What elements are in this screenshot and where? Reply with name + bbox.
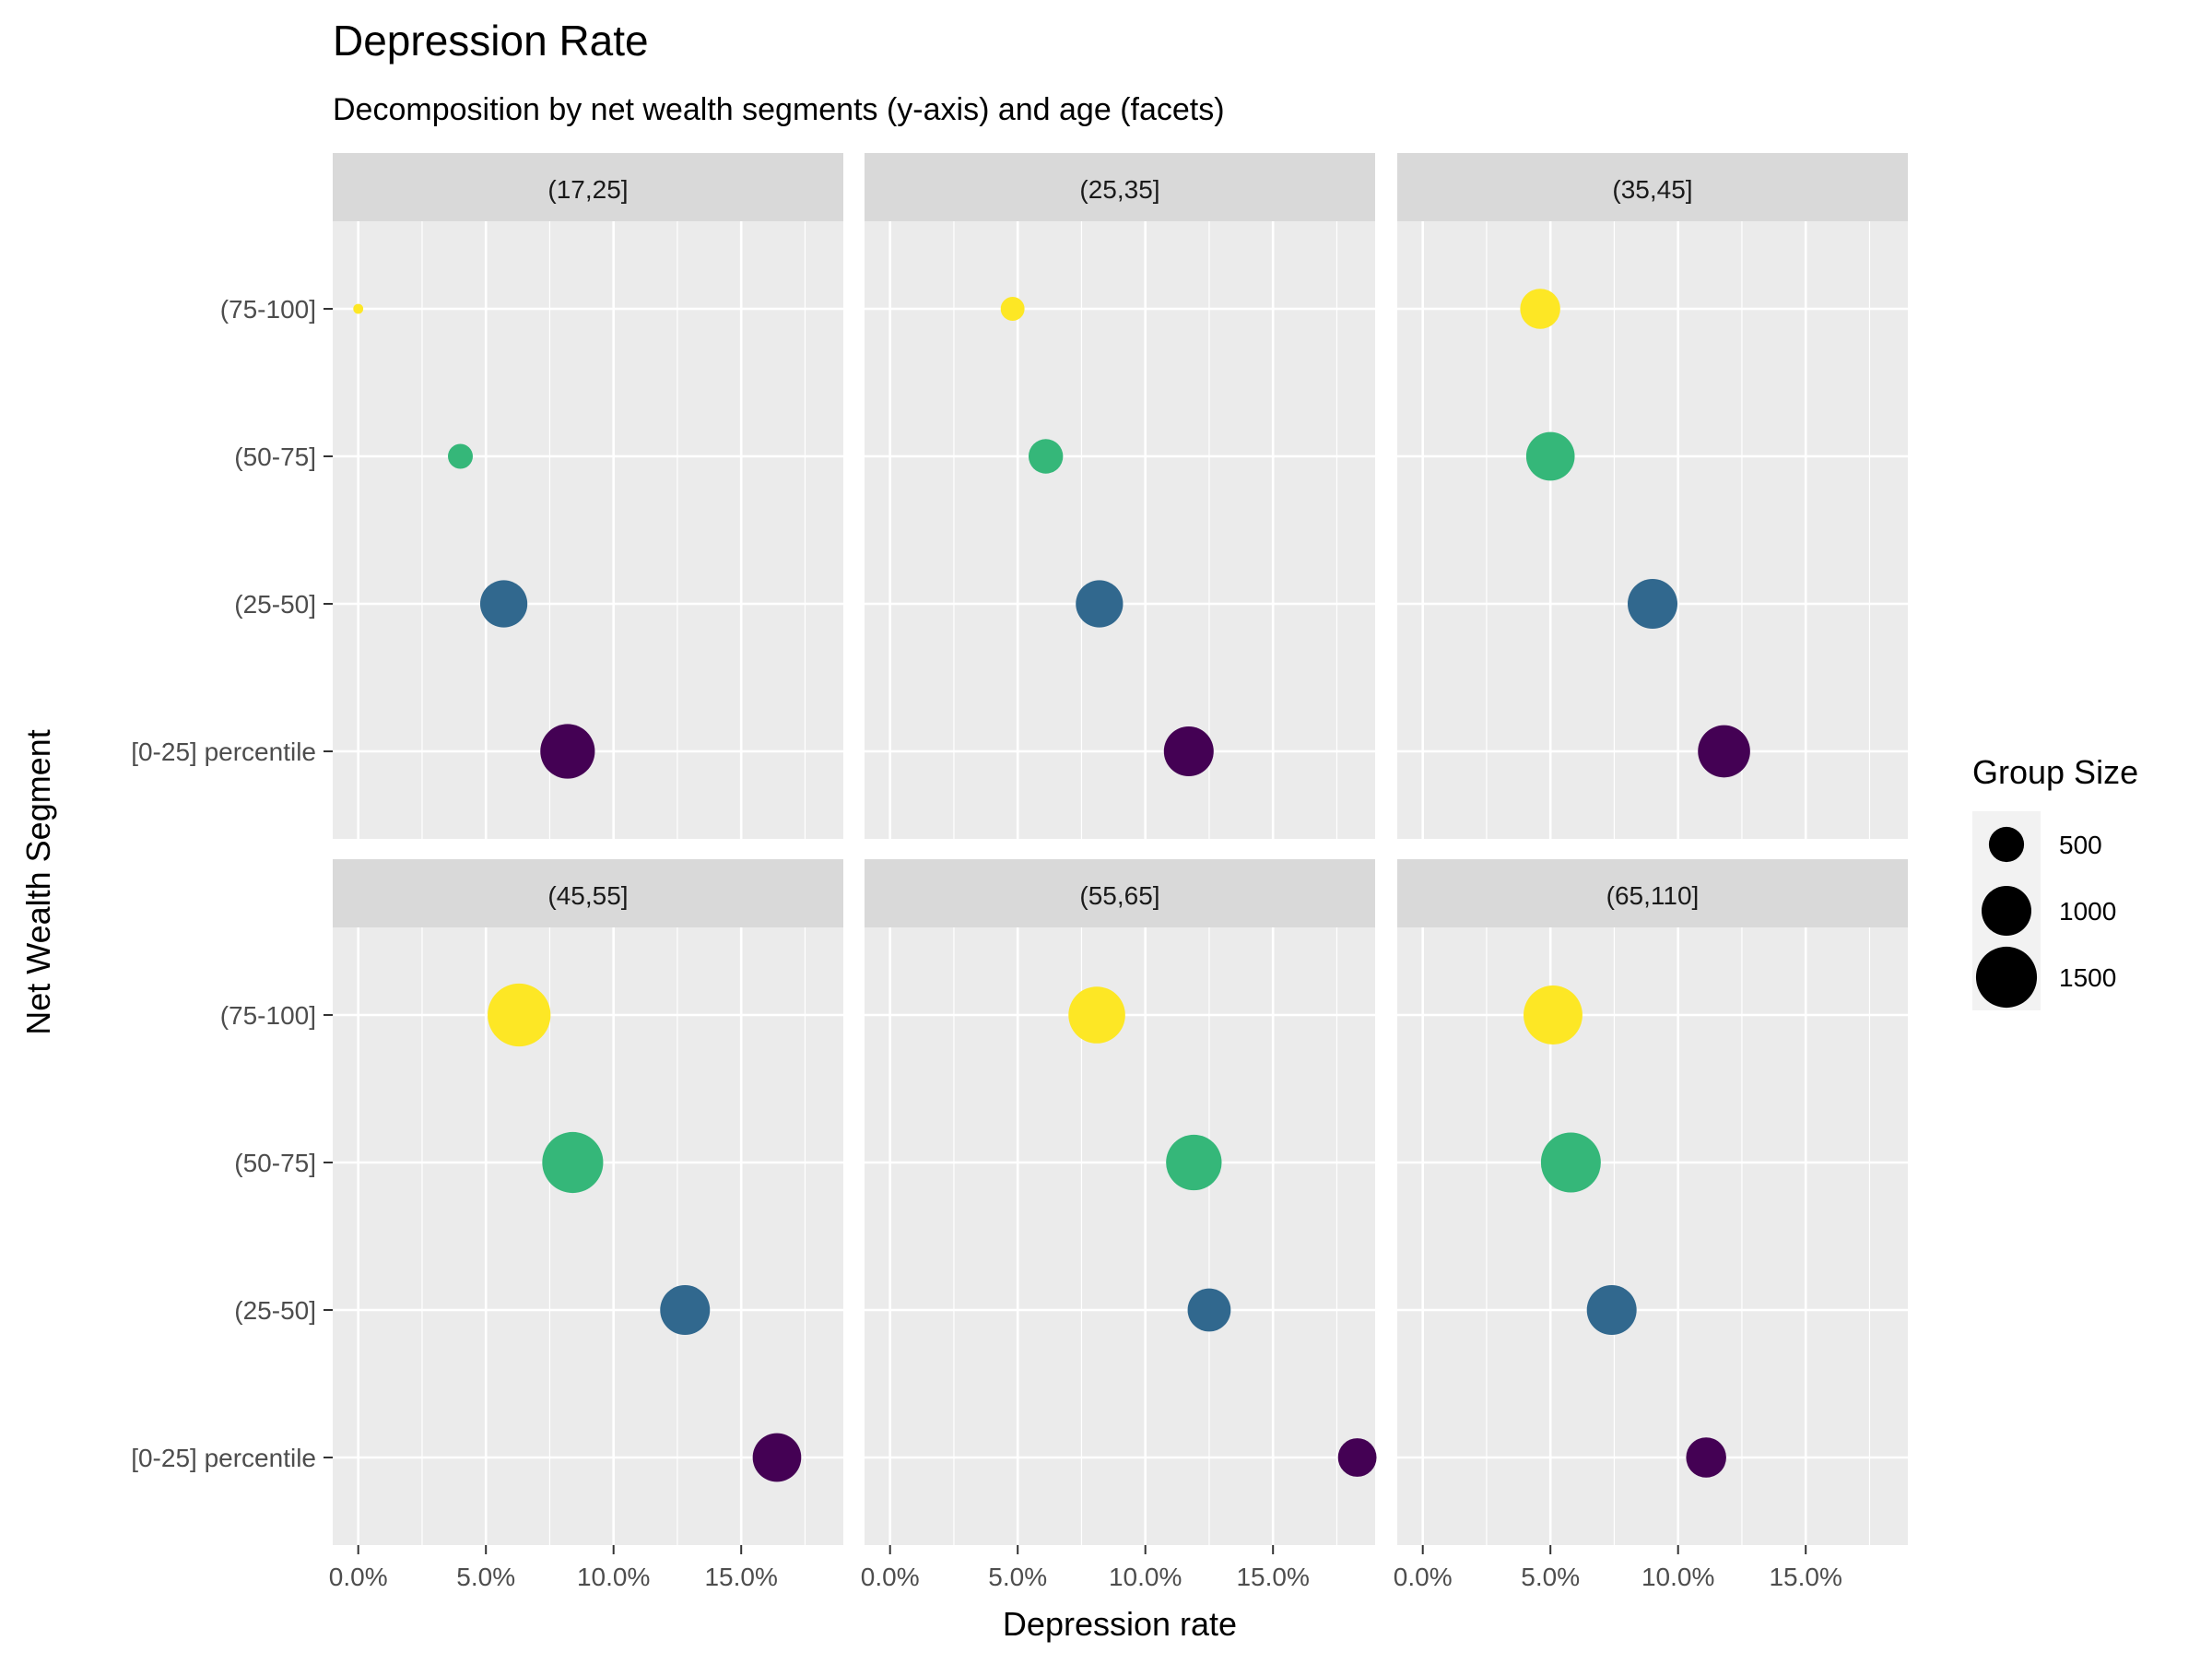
data-point [540,724,595,779]
y-tick-label: (50-75] [234,1149,316,1177]
data-point [1628,579,1677,629]
data-point [1163,726,1214,776]
legend-entry-label: 1000 [2059,897,2116,926]
chart-title: Depression Rate [333,17,649,65]
x-tick-label: 10.0% [577,1563,650,1591]
legend-entry-label: 500 [2059,831,2102,859]
y-tick-label: (75-100] [220,295,316,324]
data-point [353,303,364,314]
y-tick-label: (25-50] [234,590,316,619]
facet-strip-label: (17,25] [547,175,628,204]
x-tick-label: 15.0% [704,1563,777,1591]
data-point [1337,1438,1377,1477]
data-point [1187,1288,1231,1332]
facet-panel [865,221,1375,839]
facet-strip-label: (35,45] [1612,175,1692,204]
legend-title: Group Size [1972,753,2138,791]
data-point [542,1131,604,1194]
facet-panel [1397,221,1908,839]
facets-layer: (17,25] [0-25] percentile (25-50] (50-75] (7… [131,153,1908,1591]
facet-strip-label: (65,110] [1606,881,1700,910]
x-tick-label: 10.0% [1109,1563,1182,1591]
legend: Group Size 500 1000 1500 [1972,753,2138,1010]
data-point [1000,297,1025,321]
legend-key-symbol [1982,886,2031,936]
facet-strip [333,153,843,221]
y-tick-label: (50-75] [234,443,316,471]
x-tick-label: 5.0% [1521,1563,1580,1591]
facet-strip [1397,859,1908,927]
x-tick-label: 10.0% [1641,1563,1714,1591]
x-tick-label: 15.0% [1236,1563,1309,1591]
data-point [660,1285,711,1335]
data-point [479,580,528,628]
facet-strip-label: (25,35] [1079,175,1159,204]
data-point [1068,986,1125,1044]
facet-strip [865,859,1375,927]
y-tick-label: [0-25] percentile [131,738,316,766]
data-point [1586,1285,1637,1335]
x-tick-label: 0.0% [861,1563,920,1591]
data-point [488,983,551,1047]
data-point [448,443,473,469]
data-point [1524,985,1583,1044]
data-point [1166,1134,1222,1191]
data-point [752,1433,802,1482]
facet-strip [333,859,843,927]
data-point [1540,1132,1601,1193]
facet-panel [1397,927,1908,1545]
legend-entry-label: 1500 [2059,963,2116,992]
x-tick-label: 0.0% [329,1563,388,1591]
y-tick-label: (75-100] [220,1001,316,1030]
data-point [1686,1437,1726,1478]
data-point [1698,725,1750,778]
legend-key-symbol [1988,826,2025,863]
data-point [1076,580,1124,628]
data-point [1525,431,1575,481]
x-axis-label: Depression rate [1003,1605,1237,1643]
y-tick-label: [0-25] percentile [131,1444,316,1472]
chart-subtitle: Decomposition by net wealth segments (y-… [333,92,1225,127]
legend-key-symbol [1975,946,2038,1009]
data-point [1520,289,1560,329]
y-axis-label: Net Wealth Segment [19,729,57,1035]
facet-strip-label: (45,55] [547,881,628,910]
facet-strip [1397,153,1908,221]
data-point [1028,439,1064,474]
x-tick-label: 5.0% [988,1563,1047,1591]
y-tick-label: (25-50] [234,1296,316,1325]
x-tick-label: 0.0% [1394,1563,1453,1591]
x-tick-label: 15.0% [1769,1563,1841,1591]
facet-strip-label: (55,65] [1079,881,1159,910]
x-tick-label: 5.0% [456,1563,515,1591]
facet-strip [865,153,1375,221]
